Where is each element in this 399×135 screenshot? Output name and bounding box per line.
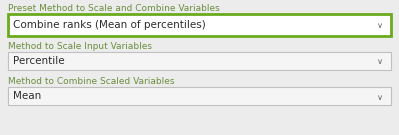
Text: Percentile: Percentile [13, 56, 65, 66]
Text: Combine ranks (Mean of percentiles): Combine ranks (Mean of percentiles) [13, 20, 206, 30]
Bar [8, 52, 391, 70]
Text: ∨: ∨ [377, 21, 383, 31]
Text: Mean: Mean [13, 91, 41, 101]
Text: ∨: ∨ [377, 92, 383, 102]
Text: Method to Scale Input Variables: Method to Scale Input Variables [8, 42, 152, 51]
Text: Method to Combine Scaled Variables: Method to Combine Scaled Variables [8, 77, 174, 86]
Bar [8, 87, 391, 105]
Text: ∨: ∨ [377, 58, 383, 67]
Bar [8, 14, 391, 36]
Text: Preset Method to Scale and Combine Variables: Preset Method to Scale and Combine Varia… [8, 4, 220, 13]
